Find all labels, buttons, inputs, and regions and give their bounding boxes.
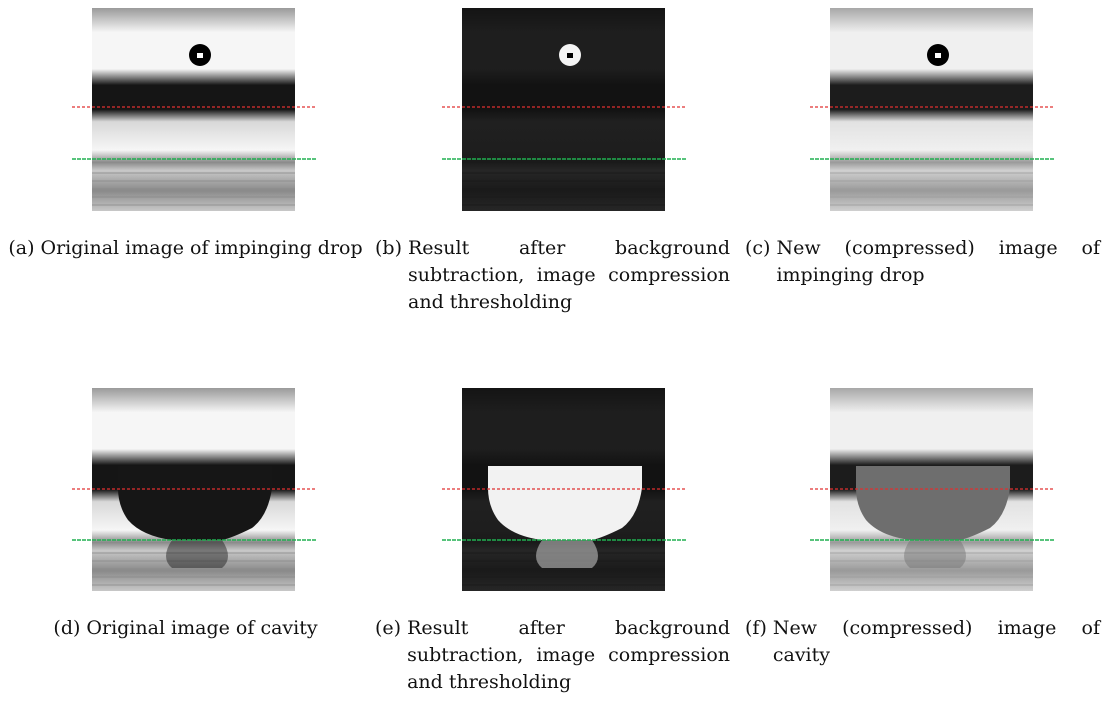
subfigure-image [442,388,687,593]
subfigure-image [72,388,317,593]
caption-text: New (compressed) image of cavity [773,615,1100,669]
cavity [856,466,1010,540]
drop-highlight [197,53,203,58]
caption: (d)Original image of cavity [8,615,363,642]
caption-label: (d) [53,615,80,642]
drop-highlight [567,53,573,58]
cavity-reflection [904,540,966,568]
caption: (a) Original image of impinging drop [8,235,363,262]
caption-text: Original image of cavity [86,615,317,642]
cavity [118,466,272,540]
figure: (a)Original image of impinging drop(b)Re… [0,0,1112,724]
drop-highlight [935,53,941,58]
caption: (f) New (compressed) image of cavity [745,615,1100,669]
caption-text: Result after background subtraction, ima… [408,235,730,316]
caption-text: New (compressed) image of impinging drop [776,235,1100,289]
caption: (b)Result after background subtraction, … [375,235,730,316]
caption-text: Original image of impinging drop [41,235,363,262]
caption-text: Result after background subtraction, ima… [407,615,730,696]
caption-label: (f) [745,615,767,669]
subfigure-image [810,8,1055,213]
caption: (c)New (compressed) image of impinging d… [745,235,1100,289]
cavity-reflection [536,540,598,568]
caption-label: (b) [375,235,402,316]
subfigure-image [442,8,687,213]
subfigure-image [72,8,317,213]
caption-label: (a) [8,235,34,262]
cavity-reflection [166,540,228,568]
caption-label: (e) [375,615,401,696]
cavity [488,466,642,540]
caption-label: (c) [745,235,770,289]
caption: (e)Result after background subtraction, … [375,615,730,696]
subfigure-image [810,388,1055,593]
